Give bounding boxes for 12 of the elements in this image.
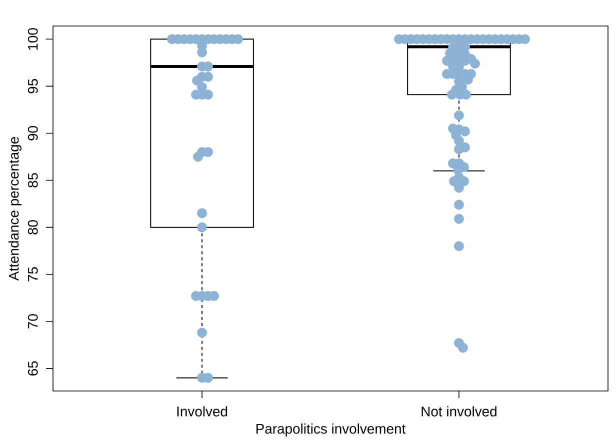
y-tick-label: 65 — [28, 361, 38, 376]
y-tick-label: 80 — [28, 220, 38, 234]
y-tick-label: 100 — [28, 28, 38, 50]
y-tick-label: 75 — [28, 267, 38, 282]
y-axis-title: Attendance percentage — [8, 137, 22, 281]
y-tick-label: 95 — [28, 79, 38, 94]
y-tick-label: 90 — [28, 126, 38, 140]
x-axis-title: Parapolitics involvement — [256, 423, 406, 436]
y-tick-label: 85 — [28, 173, 38, 188]
x-tick-label: Not involved — [422, 406, 496, 416]
x-tick-label: Involved — [177, 406, 228, 416]
y-tick-label: 70 — [28, 314, 38, 328]
